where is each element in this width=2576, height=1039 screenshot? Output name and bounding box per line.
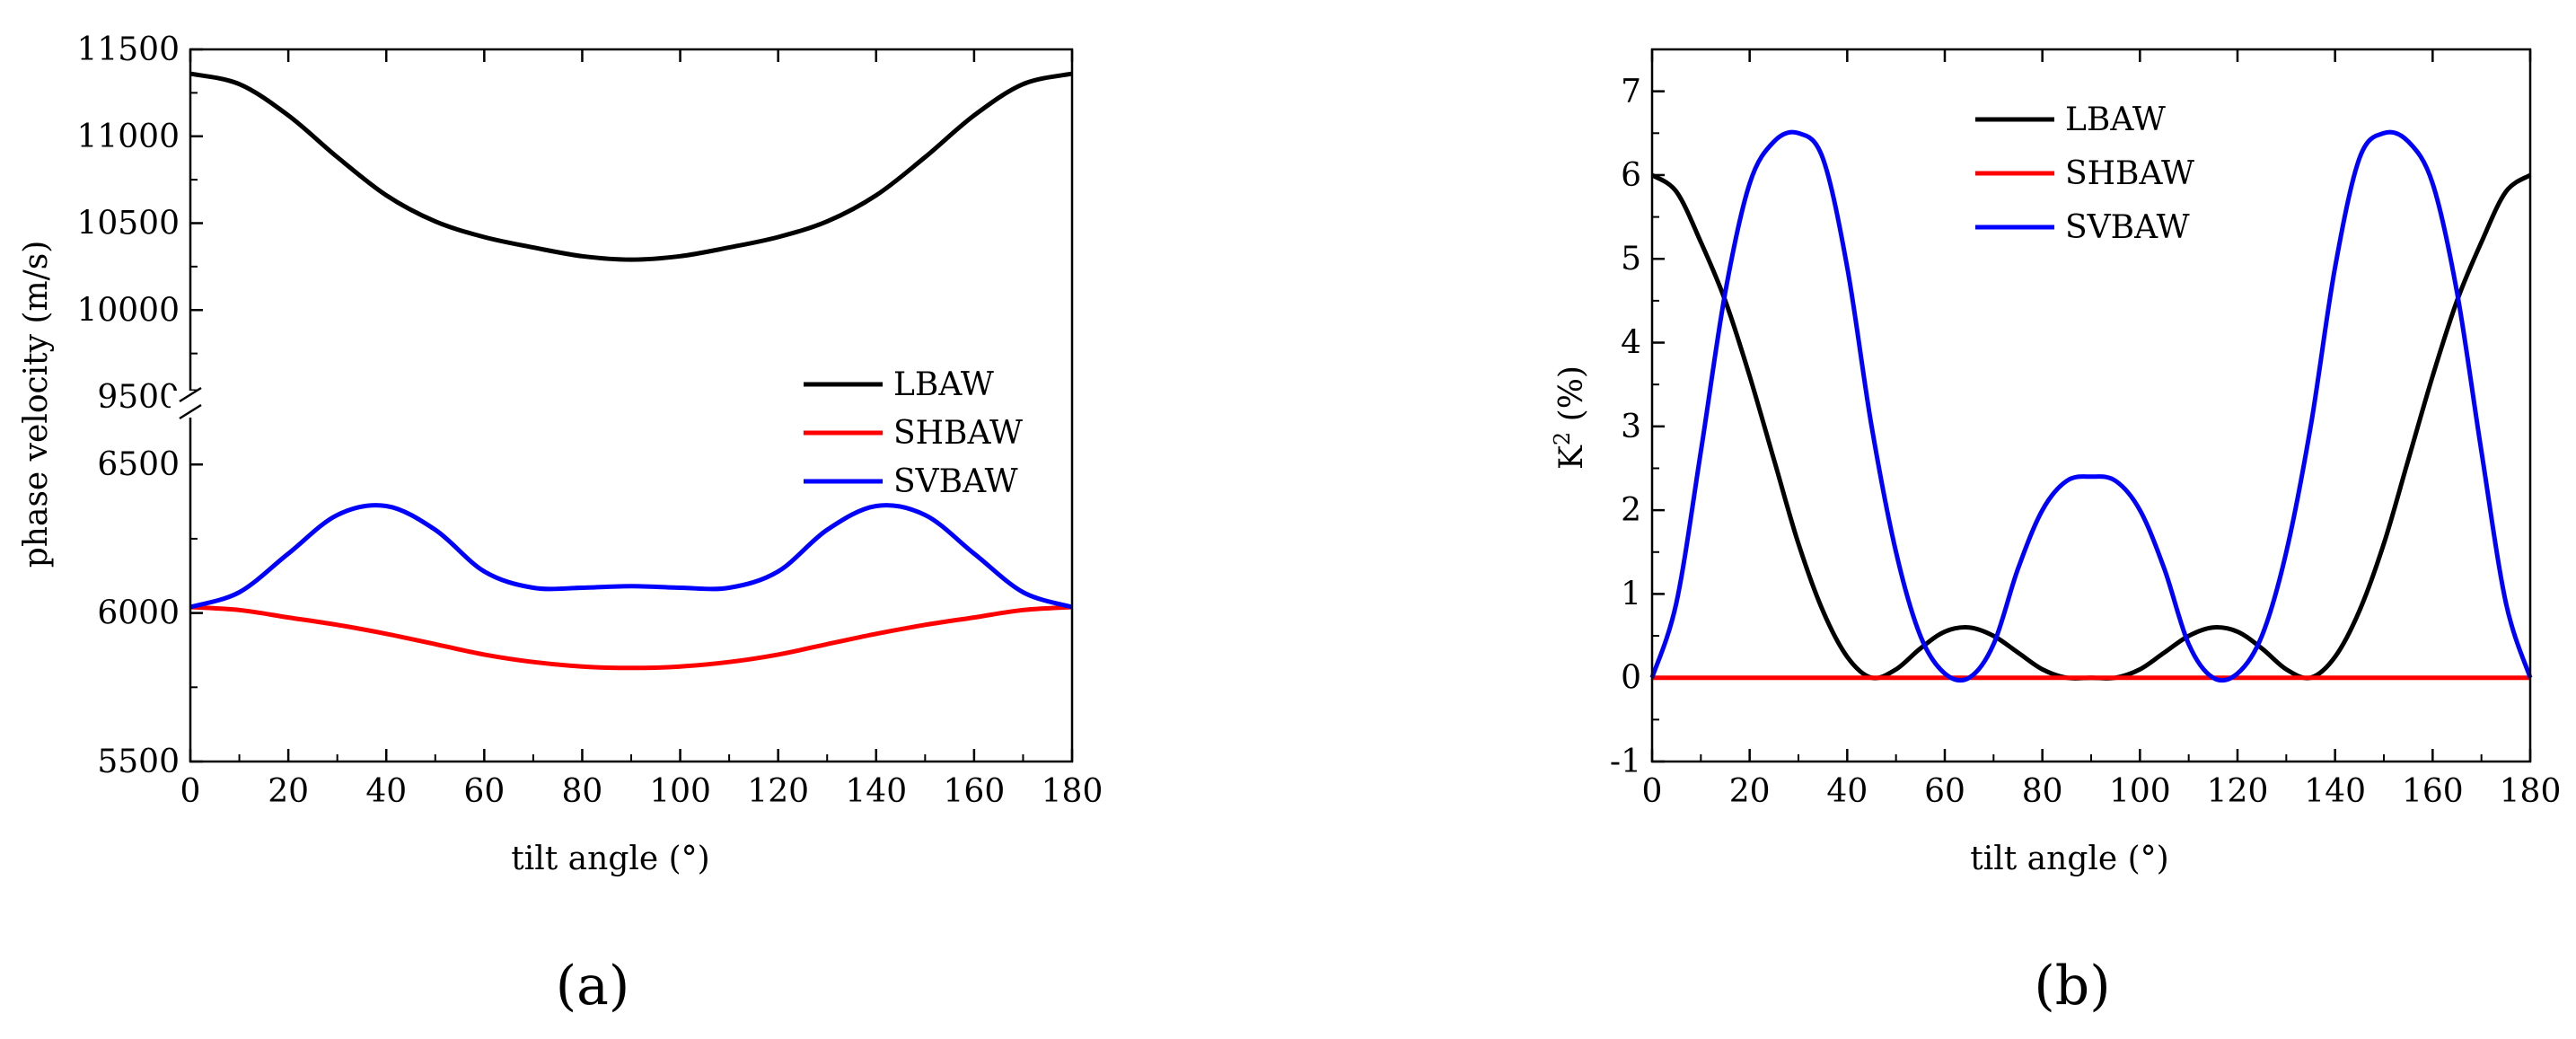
a-y-tick-label: 9500 [97, 379, 180, 416]
a-series-line-lbaw [189, 71, 1073, 262]
a-x-tick-label: 0 [180, 773, 201, 810]
b-legend-label-svbaw: SVBAW [2065, 209, 2190, 246]
y-axis-title-a: phase velocity (m/s) [18, 241, 55, 568]
legend-b: LBAW SHBAW SVBAW [1975, 101, 2194, 246]
b-y-tick-label: -1 [1610, 744, 1641, 780]
a-x-tick-label: 180 [1042, 773, 1103, 810]
b-y-tick-label: 7 [1621, 74, 1641, 110]
a-legend-label-shbaw: SHBAW [893, 415, 1023, 452]
b-y-tick-label: 6 [1621, 157, 1641, 194]
a-y-tick-label: 11000 [76, 119, 180, 155]
a-x-tick-label: 60 [463, 773, 505, 810]
a-x-tick-label: 40 [365, 773, 407, 810]
a-x-tick-label: 80 [562, 773, 603, 810]
a-legend-label-svbaw: SVBAW [893, 463, 1018, 500]
b-y-tick-label: 1 [1621, 576, 1641, 612]
plot-frame-b [1650, 48, 2532, 763]
b-series-line-lbaw [1650, 172, 2532, 681]
b-x-tick-label: 180 [2500, 773, 2562, 810]
b-x-tick-label: 20 [1729, 773, 1771, 810]
b-legend-label-lbaw: LBAW [2065, 101, 2166, 138]
b-legend-label-shbaw: SHBAW [2065, 155, 2194, 192]
b-y-tick-label: 2 [1621, 492, 1641, 529]
y-axis-break-marker [171, 386, 211, 420]
a-y-tick-label: 6500 [97, 446, 180, 483]
b-series-line-svbaw [1649, 129, 2533, 683]
b-x-tick-label: 160 [2402, 773, 2464, 810]
a-x-tick-label: 140 [845, 773, 907, 810]
b-x-tick-label: 80 [2022, 773, 2063, 810]
a-x-tick-label: 100 [649, 773, 711, 810]
a-legend-label-lbaw: LBAW [893, 366, 994, 403]
y-axis-title-b-rest: (%) [1553, 365, 1590, 432]
y-axis-title-b: K2 (%) [1550, 365, 1590, 470]
panel-label-a: (a) [556, 955, 630, 1017]
plot-frame-a [189, 48, 1074, 763]
a-x-tick-label: 160 [944, 773, 1006, 810]
b-y-tick-label: 5 [1621, 241, 1641, 277]
a-x-tick-label: 20 [268, 773, 309, 810]
b-x-tick-label: 40 [1826, 773, 1868, 810]
a-y-tick-label: 5500 [97, 744, 180, 780]
b-y-tick-label: 3 [1621, 409, 1641, 445]
a-series-line-svbaw [189, 503, 1073, 610]
b-y-tick-label: 0 [1621, 660, 1641, 697]
b-x-tick-label: 120 [2207, 773, 2269, 810]
a-y-tick-label: 10500 [76, 206, 180, 242]
a-x-tick-label: 120 [747, 773, 809, 810]
a-series-line-shbaw [189, 604, 1073, 671]
b-y-tick-label: 4 [1621, 325, 1641, 362]
legend-a: LBAW SHBAW SVBAW [804, 366, 1023, 500]
a-y-tick-label: 11500 [76, 31, 180, 68]
b-x-tick-label: 60 [1924, 773, 1965, 810]
a-y-tick-label: 10000 [76, 292, 180, 329]
y-axis-title-b-base: K [1553, 445, 1590, 470]
x-axis-title-a: tilt angle (°) [511, 841, 709, 877]
x-axis-title-b: tilt angle (°) [1970, 841, 2168, 877]
b-x-tick-label: 100 [2109, 773, 2171, 810]
b-x-tick-label: 140 [2304, 773, 2366, 810]
b-x-tick-label: 0 [1642, 773, 1663, 810]
chart-panel-a: 0 20 40 60 80 100 120 140 160 180 5500 6000 6500 9500… [18, 31, 1103, 1017]
y-axis-title-b-sup: 2 [1550, 432, 1575, 445]
panel-label-b: (b) [2034, 955, 2110, 1017]
a-y-tick-label: 6000 [97, 595, 180, 632]
